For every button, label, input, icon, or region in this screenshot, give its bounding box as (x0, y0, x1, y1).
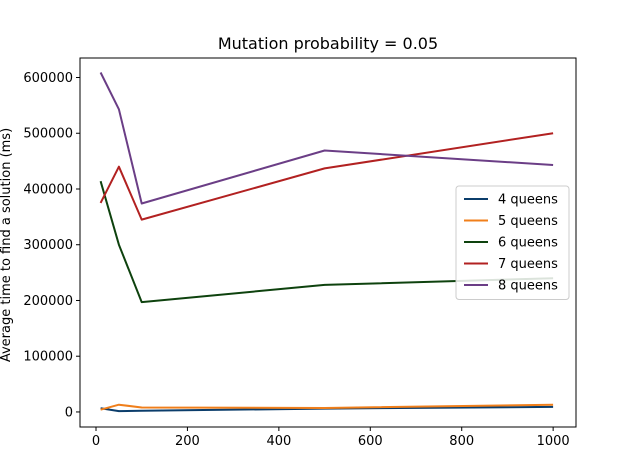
y-tick-label: 600000 (23, 71, 73, 86)
x-tick-label: 200 (175, 434, 200, 449)
legend: 4 queens 5 queens 6 queens 7 queens 8 queens (455, 185, 570, 300)
series-line-4-queens (100, 405, 554, 413)
y-tick-label: 500000 (23, 127, 73, 142)
x-tick-label: 0 (92, 434, 100, 449)
legend-label: 4 queens (498, 193, 558, 208)
y-tick-label: 200000 (23, 294, 73, 309)
legend-box (455, 185, 570, 300)
legend-label: 6 queens (498, 236, 558, 251)
x-tick-label: 600 (358, 434, 383, 449)
plot-frame (79, 57, 577, 428)
x-tick-label: 400 (266, 434, 291, 449)
legend-label: 7 queens (498, 257, 558, 272)
legend-label: 8 queens (498, 279, 558, 294)
chart-title: Mutation probability = 0.05 (218, 34, 438, 53)
series-line-8-queens (99, 72, 554, 205)
y-tick-label: 0 (65, 405, 73, 420)
y-axis: 0 100000 200000 300000 400000 500000 600000 (23, 71, 80, 420)
y-axis-label: Average time to find a solution (ms) (0, 128, 14, 362)
y-tick-label: 100000 (23, 350, 73, 365)
x-axis: 0 200 400 600 800 1000 (92, 427, 570, 449)
x-tick-label: 1000 (537, 434, 570, 449)
y-tick-label: 400000 (23, 182, 73, 197)
series-line-5-queens (100, 403, 554, 411)
legend-label: 5 queens (498, 214, 558, 229)
x-tick-label: 800 (449, 434, 474, 449)
series-line-7-queens (99, 132, 554, 221)
y-tick-label: 300000 (23, 238, 73, 253)
plot-lines (99, 72, 554, 413)
series-line-6-queens (99, 180, 554, 304)
